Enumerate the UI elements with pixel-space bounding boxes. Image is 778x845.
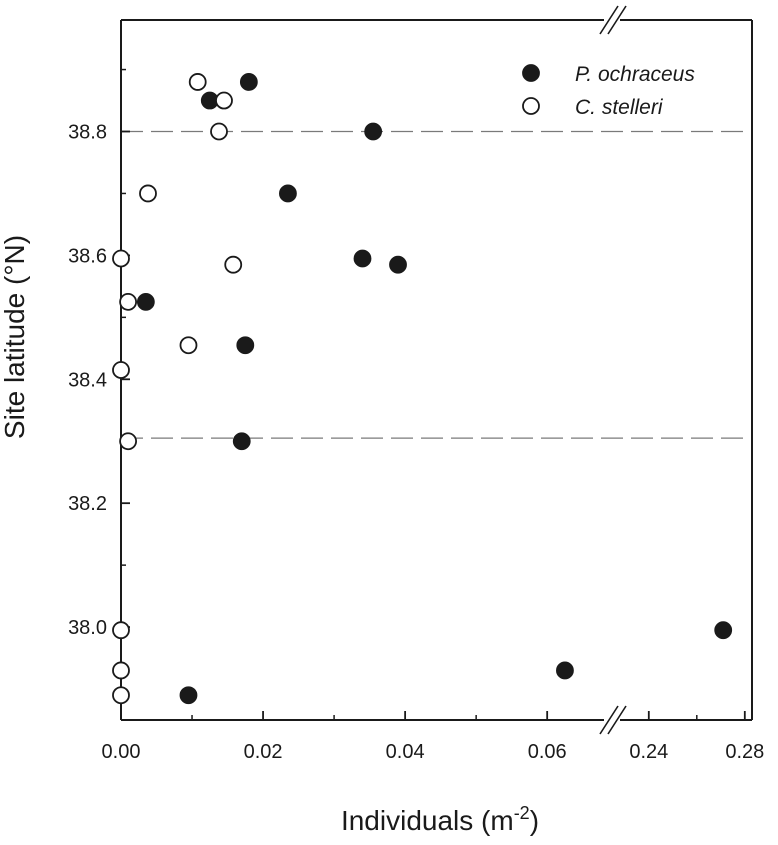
y-tick-label: 38.2 [68, 493, 107, 515]
x-axis-title-close: ) [530, 805, 539, 836]
point-p-ochraceus [239, 73, 258, 91]
x-axis-title-superscript: -2 [514, 803, 530, 823]
point-c-stelleri [119, 432, 138, 451]
point-p-ochraceus [714, 621, 733, 640]
y-tick-label: 38.6 [68, 245, 107, 267]
axis-ticks: 38.0 38.2 38.4 38.6 38.8 0.00 0.02 0.04 0.06 0.24… [68, 68, 764, 763]
point-c-stelleri [112, 686, 130, 705]
y-tick-label: 38.8 [68, 122, 107, 144]
legend: P. ochraceus C. stelleri [522, 63, 695, 119]
legend-marker-p-ochraceus [522, 64, 540, 82]
point-p-ochraceus [236, 336, 255, 355]
point-p-ochraceus [364, 122, 383, 141]
x-tick-label: 0.02 [244, 741, 283, 763]
point-p-ochraceus [232, 432, 251, 451]
point-p-ochraceus [279, 184, 297, 203]
point-c-stelleri [188, 73, 207, 91]
legend-marker-c-stelleri [522, 97, 540, 115]
reference-lines [121, 130, 752, 439]
point-c-stelleri [112, 621, 130, 640]
point-p-ochraceus [136, 292, 155, 311]
point-c-stelleri [112, 661, 130, 680]
x-axis-title-main: Individuals (m [341, 805, 514, 836]
x-tick-label: 0.04 [386, 741, 425, 763]
y-tick-label: 38.0 [68, 617, 107, 639]
data-points [112, 73, 733, 705]
y-tick-label: 38.4 [68, 369, 107, 391]
point-p-ochraceus [389, 255, 407, 274]
point-c-stelleri [179, 336, 198, 355]
point-c-stelleri [119, 292, 138, 311]
axis-break-mark [607, 705, 627, 735]
x-tick-label: 0.28 [725, 741, 764, 763]
x-tick-label: 0.06 [528, 741, 567, 763]
x-tick-label: 0.00 [102, 741, 141, 763]
x-tick-label: 0.24 [629, 741, 668, 763]
point-c-stelleri [112, 249, 130, 268]
x-axis-title: Individuals (m-2) [341, 803, 539, 836]
point-p-ochraceus [353, 249, 372, 268]
axis-break-mark [599, 5, 619, 35]
point-p-ochraceus [179, 686, 198, 705]
y-axis-title: Site latitude (°N) [0, 235, 30, 439]
point-c-stelleri [210, 122, 228, 141]
legend-label-p-ochraceus: P. ochraceus [575, 63, 695, 86]
axis-break-mark [599, 705, 619, 735]
point-p-ochraceus [556, 661, 574, 680]
point-c-stelleri [215, 91, 233, 110]
point-c-stelleri [139, 184, 157, 203]
point-c-stelleri [224, 255, 243, 274]
point-c-stelleri [112, 361, 130, 379]
legend-label-c-stelleri: C. stelleri [575, 96, 664, 119]
axis-break-mark [607, 5, 627, 35]
